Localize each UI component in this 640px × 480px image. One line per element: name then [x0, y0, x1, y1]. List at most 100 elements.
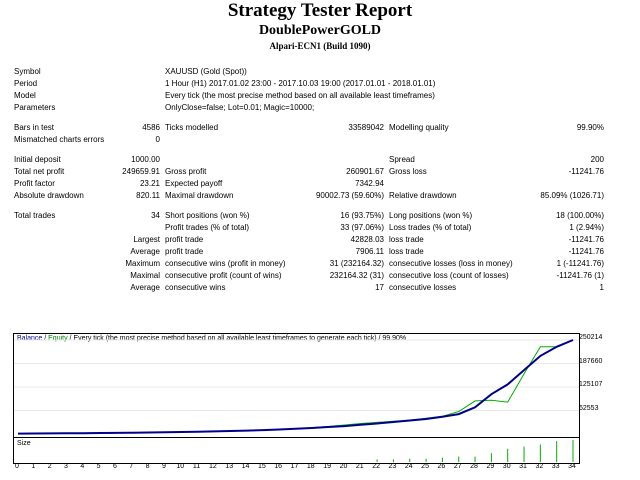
mismatch-label: Mismatched charts errors: [14, 135, 105, 144]
symbol-value: XAUUSD (Gold (Spot)): [165, 67, 247, 76]
model-value: Every tick (the most precise method base…: [165, 91, 435, 100]
largest-profit-value: 42828.03: [350, 235, 384, 244]
largest-profit-label: profit trade: [165, 235, 204, 244]
quality-label: Modelling quality: [389, 123, 449, 132]
deposit-value: 1000.00: [131, 155, 160, 164]
average-profit-value: 7906.11: [355, 247, 384, 256]
x-tick-label: 30: [502, 463, 511, 470]
maxdd-value: 90002.73 (59.60%): [315, 191, 384, 200]
x-tick-label: 31: [519, 463, 527, 470]
reldd-value: 85.09% (1026.71): [540, 191, 604, 200]
max-losses-label: consecutive losses (loss in money): [389, 259, 513, 268]
netprofit-value: 249659.91: [122, 167, 160, 176]
x-tick-label: 13: [225, 463, 234, 470]
largest-loss-label: loss trade: [389, 235, 424, 244]
x-axis-labels: 0 1 2 3 4 5 6 7 8 9 10 11 12 13 14 15 16 17 18 19 20 21 22 23 24…: [13, 463, 578, 475]
x-tick-label: 10: [176, 463, 185, 470]
average-loss-label: loss trade: [389, 247, 424, 256]
x-tick-label: 33: [551, 463, 560, 470]
x-tick-label: 3: [64, 463, 68, 470]
y-tick-label: 187660: [579, 357, 603, 365]
average-label: Average: [130, 247, 160, 256]
largest-label: Largest: [133, 235, 160, 244]
expert-name: DoublePowerGOLD: [258, 23, 382, 38]
maximal-loss-value: -11241.76 (1): [556, 271, 604, 280]
trades-value: 34: [151, 211, 160, 220]
grossloss-value: -11241.76: [568, 167, 604, 176]
x-tick-label: 19: [323, 463, 332, 470]
x-tick-label: 25: [421, 463, 429, 470]
pf-label: Profit factor: [14, 179, 55, 188]
legend-balance: Balance: [17, 335, 43, 342]
x-tick-label: 8: [145, 463, 150, 470]
x-tick-label: 7: [129, 463, 134, 470]
long-label: Long positions (won %): [389, 211, 473, 220]
average-loss-value: -11241.76: [568, 247, 604, 256]
balance-chart: Balance / Equity / Every tick (the most …: [13, 333, 580, 439]
y-tick-label: 62553: [579, 404, 599, 412]
balance-line: [17, 339, 574, 435]
ptrades-value: 33 (97.06%): [340, 223, 384, 232]
x-tick-label: 29: [486, 463, 495, 470]
size-panel: Size: [13, 437, 580, 464]
period-label: Period: [14, 79, 38, 88]
x-tick-label: 16: [274, 463, 283, 470]
spread-value: 200: [590, 155, 604, 164]
x-tick-label: 1: [31, 463, 36, 470]
absdd-value: 820.11: [136, 191, 160, 200]
max-wins-value: 31 (232164.32): [329, 259, 384, 268]
legend-equity: Equity: [48, 335, 68, 342]
x-tick-label: 20: [339, 463, 348, 470]
x-tick-label: 34: [568, 463, 576, 470]
ticks-label: Ticks modelled: [165, 123, 219, 132]
x-tick-label: 18: [306, 463, 315, 470]
ltrades-value: 1 (2.94%): [569, 223, 604, 232]
long-value: 18 (100.00%): [555, 211, 604, 220]
x-tick-label: 4: [80, 463, 85, 470]
maximum-label: Maximum: [125, 259, 160, 268]
avg-wins-label: consecutive wins: [165, 283, 226, 292]
average-profit-label: profit trade: [165, 247, 204, 256]
grossloss-label: Gross loss: [389, 167, 427, 176]
report-title: Strategy Tester Report: [227, 0, 413, 21]
size-label: Size: [17, 440, 31, 447]
bars-value: 4586: [142, 123, 160, 132]
x-tick-label: 26: [437, 463, 446, 470]
avg-wins-value: 17: [375, 283, 384, 292]
y-axis-labels: 250214 187660 125107 62553: [579, 333, 631, 437]
x-tick-label: 17: [290, 463, 299, 470]
chart-legend: Balance / Equity / Every tick (the most …: [17, 335, 406, 342]
grossprofit-label: Gross profit: [165, 167, 207, 176]
ptrades-label: Profit trades (% of total): [165, 223, 250, 232]
mismatch-value: 0: [155, 135, 160, 144]
server-build: Alpari-ECN1 (Build 1090): [269, 41, 371, 51]
x-tick-label: 0: [15, 463, 19, 470]
x-tick-label: 23: [388, 463, 397, 470]
x-tick-label: 27: [453, 463, 462, 470]
short-value: 16 (93.75%): [340, 211, 384, 220]
quality-value: 99.90%: [576, 123, 604, 132]
short-label: Short positions (won %): [165, 211, 250, 220]
legend-description: / Every tick (the most precise method ba…: [67, 335, 407, 342]
deposit-label: Initial deposit: [14, 155, 61, 164]
balance-equity-plot: [14, 339, 579, 435]
y-tick-label: 125107: [579, 381, 603, 388]
max-wins-label: consecutive wins (profit in money): [165, 259, 286, 268]
ltrades-label: Loss trades (% of total): [389, 223, 472, 232]
pf-value: 23.21: [139, 179, 160, 188]
avg2-label: Average: [130, 283, 160, 292]
x-tick-label: 9: [161, 463, 166, 470]
y-tick-label: 250214: [579, 334, 603, 341]
x-tick-label: 32: [535, 463, 544, 470]
x-tick-label: 24: [404, 463, 413, 470]
x-tick-label: 22: [372, 463, 381, 470]
maxdd-label: Maximal drawdown: [165, 191, 234, 200]
spread-label: Spread: [389, 155, 415, 164]
model-label: Model: [14, 91, 36, 100]
legend-separator: /: [42, 335, 49, 342]
maximal-loss-label: consecutive loss (count of losses): [389, 271, 509, 280]
x-tick-label: 5: [96, 463, 101, 470]
x-tick-label: 15: [257, 463, 266, 470]
max-losses-value: 1 (-11241.76): [556, 259, 604, 268]
x-tick-label: 21: [355, 463, 364, 470]
